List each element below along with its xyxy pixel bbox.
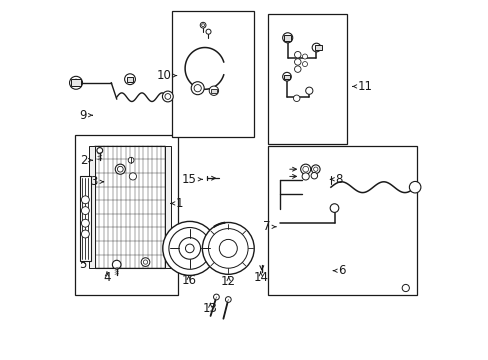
Circle shape — [128, 157, 134, 163]
Circle shape — [282, 72, 291, 81]
Bar — [267, 146, 416, 295]
Bar — [172, 11, 253, 137]
Text: 13: 13 — [203, 302, 217, 315]
Circle shape — [329, 204, 338, 212]
Circle shape — [179, 238, 200, 259]
Bar — [267, 14, 346, 144]
Bar — [88, 146, 95, 268]
Bar — [314, 45, 321, 50]
Circle shape — [202, 222, 254, 274]
Circle shape — [143, 260, 147, 264]
Circle shape — [81, 196, 89, 204]
Circle shape — [225, 297, 231, 302]
Text: 12: 12 — [221, 275, 236, 288]
Circle shape — [311, 165, 320, 174]
Circle shape — [72, 79, 80, 86]
Bar — [95, 146, 165, 268]
Circle shape — [200, 22, 205, 28]
Text: 16: 16 — [181, 274, 196, 287]
Circle shape — [164, 94, 170, 99]
Circle shape — [162, 91, 173, 102]
Circle shape — [213, 294, 219, 300]
Text: 6: 6 — [338, 264, 345, 277]
Circle shape — [294, 66, 301, 72]
Circle shape — [310, 172, 317, 179]
Circle shape — [69, 76, 82, 89]
Circle shape — [115, 164, 125, 174]
Text: 3: 3 — [90, 175, 98, 188]
Circle shape — [208, 229, 247, 268]
Bar — [75, 135, 178, 295]
Text: 7: 7 — [263, 220, 270, 233]
Circle shape — [408, 181, 420, 193]
Circle shape — [163, 221, 216, 275]
Circle shape — [205, 29, 211, 34]
Text: 14: 14 — [253, 271, 267, 284]
Circle shape — [293, 95, 299, 102]
Circle shape — [185, 244, 194, 253]
Circle shape — [302, 62, 307, 67]
Circle shape — [81, 219, 89, 227]
Circle shape — [168, 228, 210, 269]
Circle shape — [209, 86, 218, 95]
Text: 4: 4 — [103, 271, 110, 284]
Circle shape — [112, 260, 121, 269]
Circle shape — [311, 43, 320, 52]
Bar — [284, 75, 289, 79]
Bar — [165, 146, 170, 268]
Bar — [80, 176, 91, 261]
Bar — [210, 89, 217, 93]
Circle shape — [81, 230, 89, 238]
Circle shape — [124, 74, 135, 85]
Circle shape — [194, 85, 201, 92]
Circle shape — [201, 24, 204, 27]
Text: 1: 1 — [176, 197, 183, 210]
Circle shape — [302, 173, 309, 180]
Circle shape — [305, 87, 312, 94]
Circle shape — [219, 239, 237, 257]
Circle shape — [300, 164, 310, 174]
Circle shape — [191, 82, 204, 95]
Circle shape — [117, 166, 123, 172]
Text: 15: 15 — [182, 173, 197, 186]
Circle shape — [97, 148, 102, 153]
Circle shape — [302, 166, 308, 172]
Circle shape — [282, 33, 292, 43]
Circle shape — [401, 284, 408, 292]
Circle shape — [313, 167, 317, 171]
Text: 10: 10 — [156, 69, 171, 82]
Text: 9: 9 — [80, 109, 87, 122]
Bar — [71, 79, 81, 86]
Circle shape — [302, 54, 307, 59]
Text: 5: 5 — [80, 258, 87, 271]
Text: 2: 2 — [80, 154, 87, 167]
Circle shape — [141, 258, 149, 266]
Circle shape — [294, 59, 301, 65]
Bar — [127, 77, 133, 82]
Bar — [284, 35, 291, 41]
Circle shape — [294, 51, 301, 58]
Circle shape — [81, 207, 89, 215]
Circle shape — [129, 173, 136, 180]
Text: 8: 8 — [335, 173, 342, 186]
Text: 11: 11 — [357, 80, 372, 93]
